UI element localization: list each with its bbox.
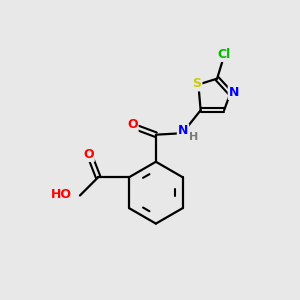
Text: N: N bbox=[229, 86, 239, 99]
Text: Cl: Cl bbox=[218, 48, 231, 61]
Text: O: O bbox=[127, 118, 138, 131]
Text: HO: HO bbox=[51, 188, 72, 200]
Text: O: O bbox=[83, 148, 94, 161]
Text: N: N bbox=[178, 124, 188, 137]
Text: H: H bbox=[189, 132, 198, 142]
Text: S: S bbox=[192, 77, 201, 90]
